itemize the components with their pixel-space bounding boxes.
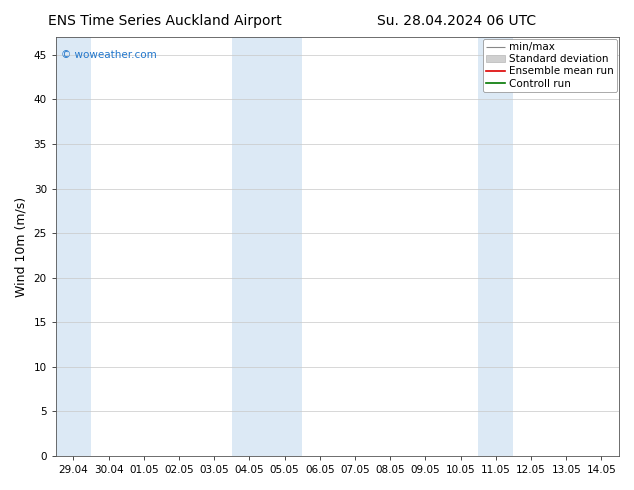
Text: ENS Time Series Auckland Airport: ENS Time Series Auckland Airport (48, 14, 281, 28)
Bar (478, 37, 514, 456)
Bar (56, 37, 91, 456)
Y-axis label: Wind 10m (m/s): Wind 10m (m/s) (15, 196, 28, 296)
Bar (232, 37, 302, 456)
Text: Su. 28.04.2024 06 UTC: Su. 28.04.2024 06 UTC (377, 14, 536, 28)
Text: © woweather.com: © woweather.com (61, 49, 157, 60)
Legend: min/max, Standard deviation, Ensemble mean run, Controll run: min/max, Standard deviation, Ensemble me… (483, 39, 617, 92)
